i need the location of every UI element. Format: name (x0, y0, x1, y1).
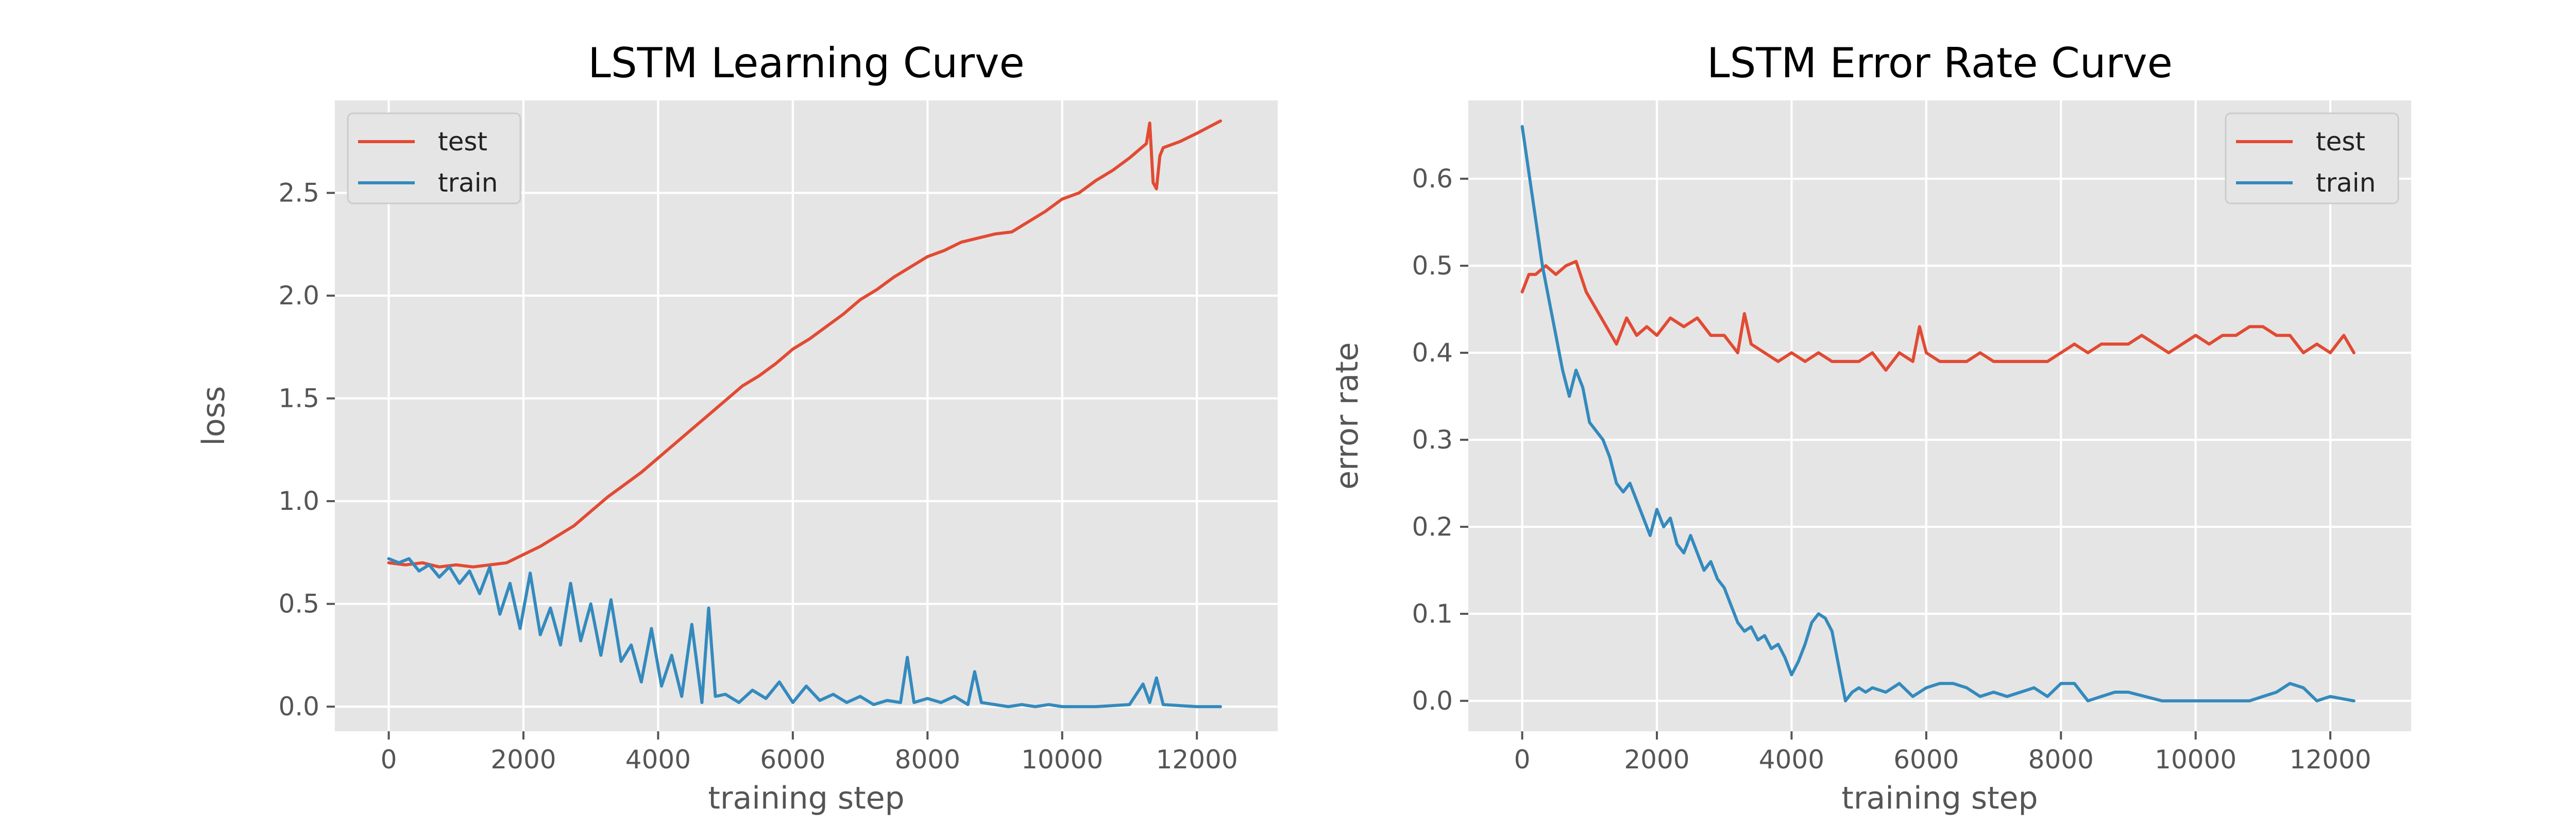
legend-box (2225, 112, 2399, 204)
series-line-test (387, 119, 1222, 569)
x-tick-label: 12000 (1156, 745, 1238, 775)
x-tick-label: 4000 (625, 745, 691, 775)
y-tick-label: 0.3 (1412, 425, 1453, 455)
x-tick-label: 8000 (895, 745, 960, 775)
legend-label-train: train (2316, 168, 2376, 198)
legend-box (347, 112, 521, 204)
x-tick-label: 8000 (2028, 745, 2094, 775)
x-axis-label: training step (1841, 780, 2038, 816)
y-tick-label: 0.2 (1412, 512, 1453, 542)
y-tick-label: 1.0 (278, 486, 319, 516)
legend-label-test: test (438, 127, 487, 157)
chart-title: LSTM Learning Curve (588, 39, 1024, 87)
legend-label-train: train (438, 168, 498, 198)
y-tick-label: 0.5 (1412, 251, 1453, 281)
x-tick-label: 2000 (490, 745, 556, 775)
y-tick-label: 1.5 (278, 384, 319, 414)
x-tick-label: 10000 (2155, 745, 2236, 775)
legend: test train (2225, 112, 2399, 204)
x-tick-label: 6000 (760, 745, 825, 775)
y-tick-label: 0.4 (1412, 338, 1453, 368)
x-tick-label: 0 (381, 745, 397, 775)
x-tick-label: 2000 (1624, 745, 1689, 775)
x-tick-label: 12000 (2290, 745, 2371, 775)
y-axis-label: error rate (1329, 342, 1365, 489)
y-tick-label: 0.0 (1412, 686, 1453, 716)
chart-title: LSTM Error Rate Curve (1707, 39, 2173, 87)
y-tick-label: 0.1 (1412, 599, 1453, 629)
y-tick-label: 0.0 (278, 692, 319, 722)
y-tick-label: 0.5 (278, 589, 319, 619)
x-tick-label: 6000 (1893, 745, 1959, 775)
plot-area (335, 100, 1278, 731)
legend: test train (347, 112, 521, 204)
legend-label-test: test (2316, 127, 2365, 157)
x-axis-label: training step (708, 780, 904, 816)
error-rate-curve-chart: 0 2000 4000 6000 8000 10000 12000 0.0 0.1 0.2 0.3 0… (1329, 39, 2411, 816)
series-line-train (1520, 125, 2355, 702)
y-axis-label: loss (196, 386, 232, 446)
plot-area (1468, 100, 2411, 731)
x-tick-label: 10000 (1021, 745, 1103, 775)
y-tick-label: 2.5 (278, 178, 319, 208)
x-tick-label: 4000 (1759, 745, 1824, 775)
y-tick-label: 0.6 (1412, 164, 1453, 194)
x-tick-label: 0 (1514, 745, 1531, 775)
y-tick-label: 2.0 (278, 281, 319, 311)
series-line-train (387, 557, 1222, 709)
learning-curve-chart: 0 2000 4000 6000 8000 10000 12000 0.0 0.5 1.0 1.5 2… (196, 39, 1278, 816)
series-line-test (1520, 260, 2355, 372)
